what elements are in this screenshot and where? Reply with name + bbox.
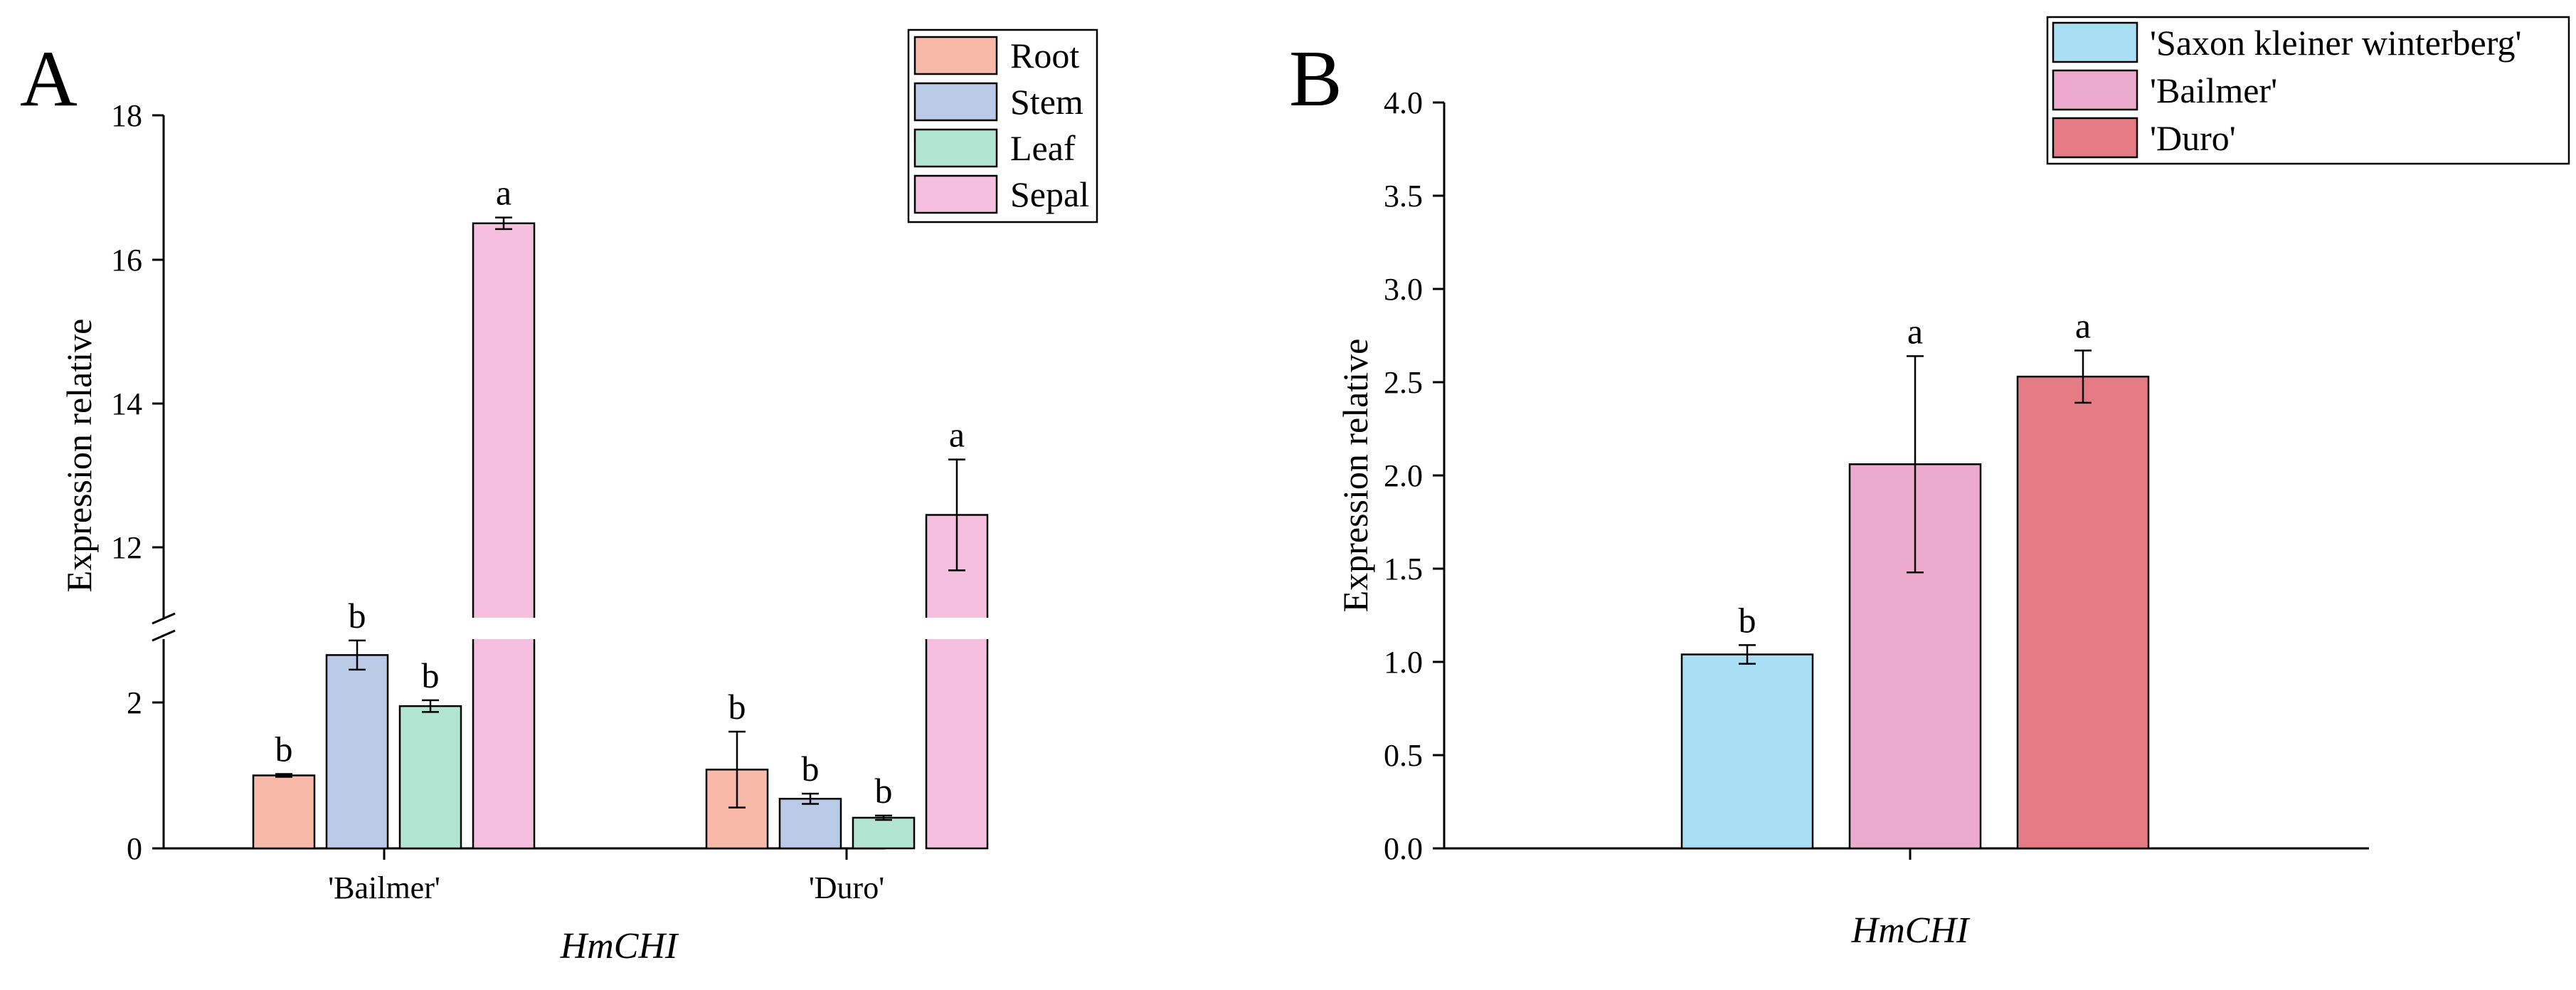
significance-label: a [496, 173, 512, 213]
significance-label: b [875, 771, 893, 811]
bar-duro [2016, 375, 2150, 850]
legend-swatch-root [913, 36, 998, 75]
panel-a-ytick-label: 2 [127, 685, 142, 720]
panel-b-ytick-label: 1.5 [1384, 552, 1423, 586]
panel-b-ytick-label: 3.5 [1384, 179, 1423, 214]
panel-a-label: A [20, 35, 78, 123]
panel-b-ytick-label: 1.0 [1384, 645, 1423, 680]
legend-swatch-stem [913, 82, 998, 122]
bar-sepal-bailmer [472, 222, 536, 850]
bar-stem-bailmer [325, 654, 389, 850]
bar-saxon-kleiner-winterberg [1680, 653, 1814, 850]
panel-b-x-axis-title: HmCHI [1851, 910, 1971, 951]
bar-axis-break-gap [472, 618, 536, 639]
legend-swatch-bailmer [2052, 69, 2138, 111]
panel-a-axis-break-mark [152, 629, 176, 642]
significance-label: b [1739, 600, 1756, 640]
legend-label-duro: 'Duro' [2150, 118, 2236, 158]
legend-label-stem: Stem [1010, 82, 1083, 122]
panel-a-ytick-label: 0 [127, 831, 142, 866]
panel-b: B Expression relative 0.0 0.5 1.0 1.5 2.0 2.5… [1289, 16, 2570, 951]
significance-label: b [349, 596, 366, 636]
legend-swatch-leaf [913, 128, 998, 168]
legend-swatch-sepal [913, 174, 998, 214]
panel-a-y-axis-title: Expression relative [59, 319, 99, 593]
panel-a-ytick-label: 18 [111, 98, 142, 133]
panel-b-y-axis-title: Expression relative [1335, 339, 1375, 613]
panel-b-bars: b a a [1680, 305, 2150, 850]
panel-a-category-label: 'Bailmer' [328, 870, 440, 905]
bar-axis-break-gap [925, 618, 989, 639]
panel-b-ytick-label: 2.5 [1384, 365, 1423, 400]
panel-b-ytick-label: 4.0 [1384, 85, 1423, 120]
bar-stem-duro [778, 798, 842, 850]
legend-label-leaf: Leaf [1010, 128, 1076, 168]
panel-b-ytick-label: 0.0 [1384, 831, 1423, 866]
legend-swatch-duro [2052, 117, 2138, 159]
panel-a-category-label: 'Duro' [809, 870, 884, 905]
significance-label: b [802, 749, 820, 789]
panel-a-y-ticks [152, 114, 164, 850]
significance-label: b [728, 687, 746, 727]
bar-sepal-duro [925, 514, 989, 850]
significance-label: a [1907, 311, 1923, 351]
panel-b-label: B [1289, 35, 1342, 123]
legend-label-bailmer: 'Bailmer' [2150, 70, 2277, 110]
significance-label: a [949, 415, 965, 455]
panel-a-ytick-label: 12 [111, 530, 142, 565]
significance-label: a [2075, 305, 2091, 345]
panel-b-ytick-label: 2.0 [1384, 458, 1423, 493]
significance-label: b [422, 655, 440, 695]
bar-root-bailmer [252, 774, 316, 850]
panel-b-ytick-label: 0.5 [1384, 738, 1423, 773]
legend-swatch-saxon-kleiner-winterberg [2052, 21, 2138, 63]
panel-a-ytick-label: 16 [111, 243, 142, 278]
bar-leaf-bailmer [398, 705, 462, 850]
legend-label-saxon-kleiner-winterberg: 'Saxon kleiner winterberg' [2150, 23, 2522, 63]
panel-b-legend: 'Saxon kleiner winterberg' 'Bailmer' 'Du… [2046, 16, 2570, 165]
panel-b-y-ticks: 0.0 0.5 1.0 1.5 2.0 2.5 3.0 3.5 4.0 [1384, 85, 1444, 866]
panel-a: A Expression relative 0 2 12 14 16 18 [20, 28, 1098, 967]
panel-a-bars: b b b a b b b a [252, 173, 989, 850]
panel-a-legend: Root Stem Leaf Sepal [907, 28, 1098, 223]
panel-a-y-tick-labels: 0 2 12 14 16 18 [111, 98, 142, 866]
legend-label-sepal: Sepal [1010, 174, 1089, 214]
panel-a-x-axis-title: HmCHI [560, 926, 679, 967]
panel-a-ytick-label: 14 [111, 386, 142, 421]
panel-b-ytick-label: 3.0 [1384, 272, 1423, 307]
significance-label: b [275, 729, 293, 769]
panel-a-axis-break-mark [152, 612, 176, 625]
legend-label-root: Root [1010, 36, 1079, 75]
bar-leaf-duro [852, 816, 916, 850]
